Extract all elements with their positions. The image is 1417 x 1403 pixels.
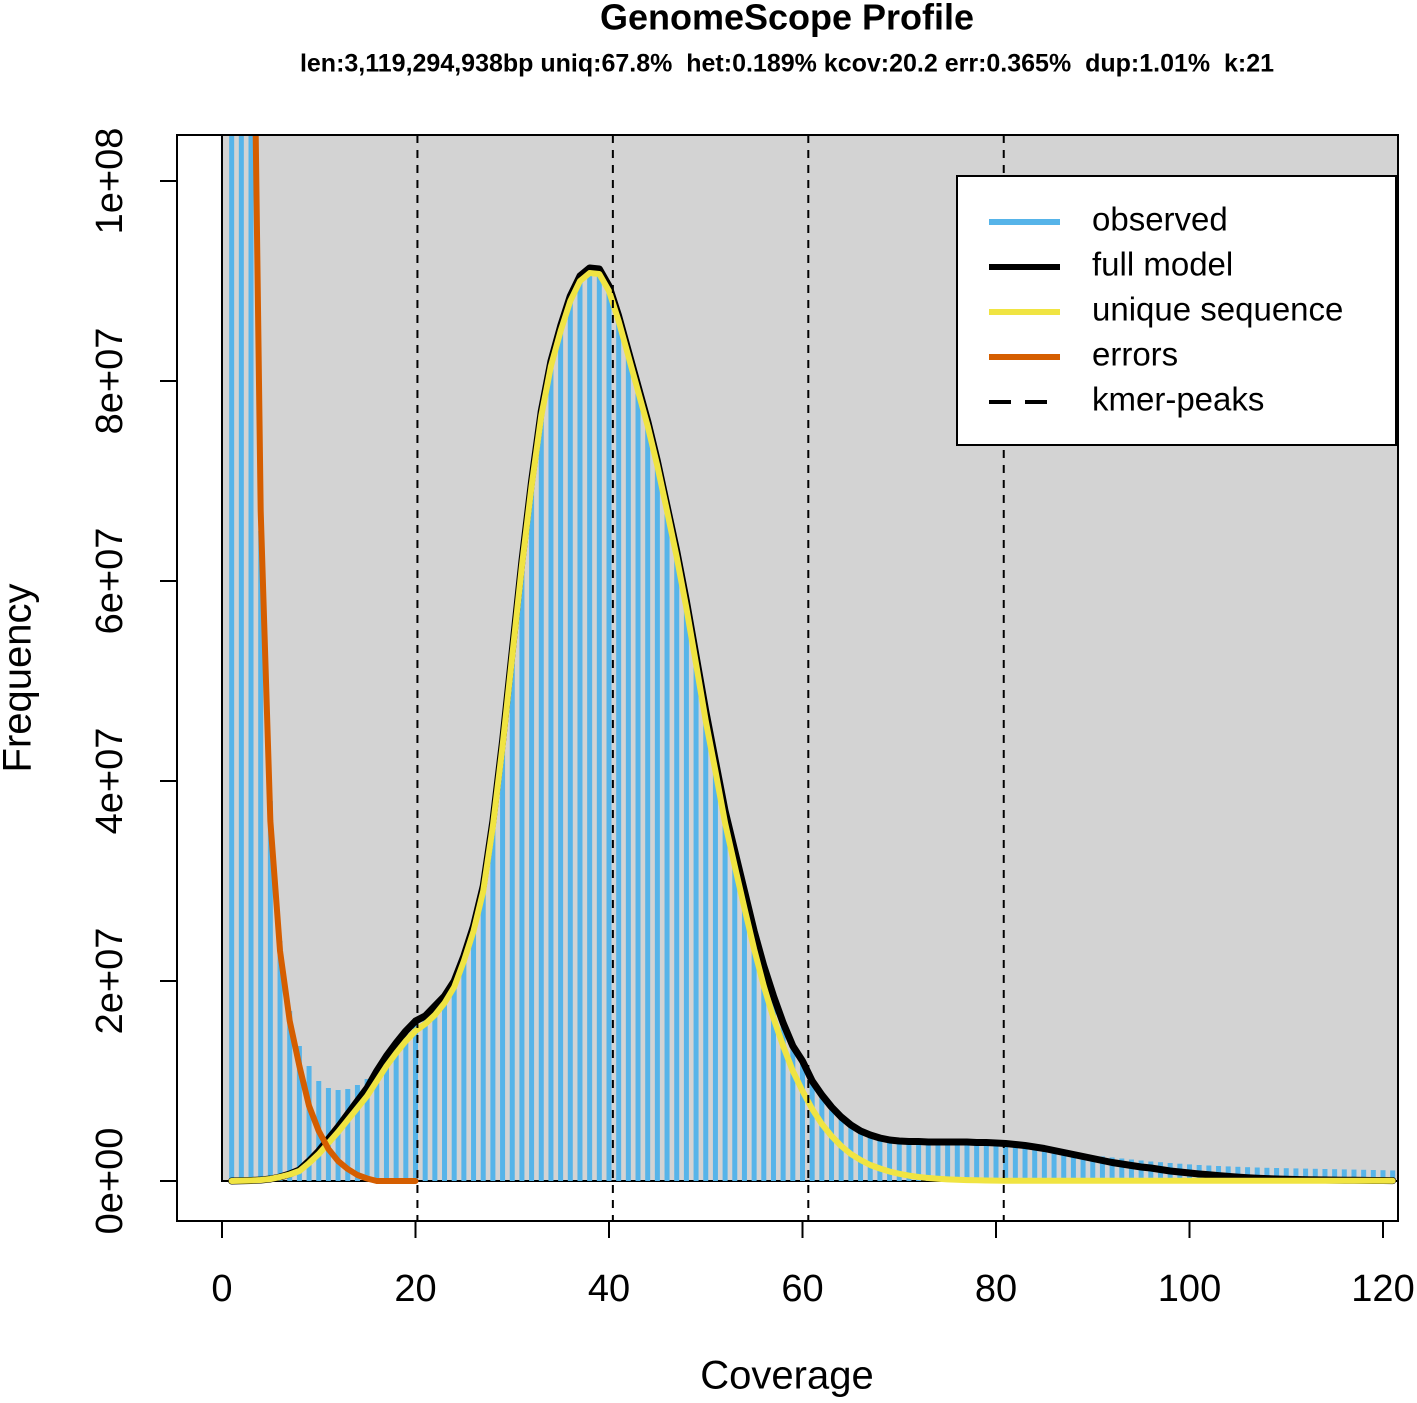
x-tick-label: 120 (1351, 1268, 1414, 1310)
y-tick-label: 4e+07 (89, 728, 131, 835)
legend: observed full model unique sequence errors k… (956, 175, 1397, 446)
legend-label: errors (1092, 336, 1178, 373)
legend-label: observed (1092, 201, 1228, 238)
y-tick-label: 0e+00 (89, 1128, 131, 1235)
x-tick-label: 60 (781, 1268, 823, 1310)
y-tick-label: 2e+07 (89, 928, 131, 1035)
series-line (228, 264, 1397, 1185)
x-tick-label: 100 (1158, 1268, 1221, 1310)
series-line (252, 135, 419, 1184)
x-tick-label: 20 (394, 1268, 436, 1310)
x-tick-label: 40 (588, 1268, 630, 1310)
legend-label: unique sequence (1092, 291, 1343, 328)
chart-title: GenomeScope Profile (600, 0, 974, 38)
legend-label: full model (1092, 246, 1233, 283)
series-line (228, 270, 1396, 1184)
y-tick-label: 8e+07 (89, 328, 131, 435)
legend-label: kmer-peaks (1092, 381, 1264, 418)
y-axis-label: Frequency (0, 584, 40, 773)
x-tick-label: 80 (975, 1268, 1017, 1310)
chart-subtitle: len:3,119,294,938bp uniq:67.8% het:0.189… (300, 50, 1274, 78)
x-axis-label: Coverage (700, 1354, 873, 1398)
y-tick-label: 6e+07 (89, 528, 131, 635)
x-tick-label: 0 (211, 1268, 232, 1310)
y-tick-label: 1e+08 (89, 128, 131, 235)
